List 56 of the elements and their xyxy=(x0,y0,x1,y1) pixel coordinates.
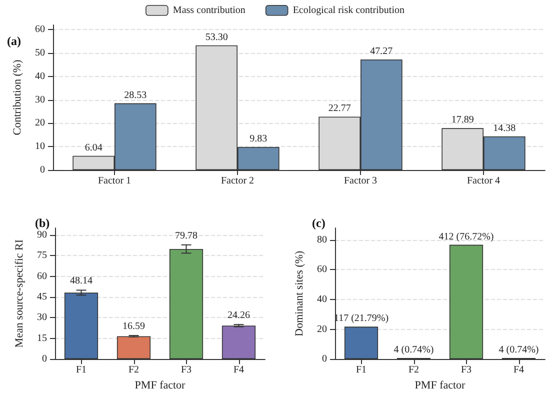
x-tick-label: Factor 4 xyxy=(466,176,500,186)
y-tick-label: 60 xyxy=(317,264,327,276)
x-tick-label: Factor 2 xyxy=(220,176,254,186)
y-tick-label: 90 xyxy=(37,229,47,240)
legend-label: Ecological risk contribution xyxy=(292,4,404,16)
y-tick-label: 20 xyxy=(317,324,327,335)
data-label: 28.53 xyxy=(124,90,147,101)
y-axis-title: Mean source-specific RI xyxy=(14,239,26,348)
y-tick-label: 0 xyxy=(42,354,47,365)
data-label: 412 (76.72%) xyxy=(438,231,494,242)
chart-title: (b) xyxy=(35,216,50,230)
x-tick-label: F1 xyxy=(76,364,87,376)
y-axis-title: Dominant sites (%) xyxy=(294,250,306,336)
data-label: 14.38 xyxy=(493,122,516,134)
data-label: 4 (0.74%) xyxy=(498,344,539,356)
y-tick-label: 40 xyxy=(35,70,45,82)
data-label: 47.27 xyxy=(370,46,393,57)
x-tick-label: F2 xyxy=(128,364,140,376)
text: (a) xyxy=(7,34,21,48)
data-label: 6.04 xyxy=(84,142,102,154)
x-tick-label: F1 xyxy=(356,364,367,376)
x-tick-label: F2 xyxy=(408,364,420,376)
y-tick-label: 60 xyxy=(35,24,45,36)
y-tick-label: 0 xyxy=(322,354,327,365)
data-label: 48.14 xyxy=(70,276,92,287)
x-tick-label: Factor 3 xyxy=(344,176,378,186)
x-tick-label: F4 xyxy=(233,364,244,376)
x-tick-label: F3 xyxy=(460,364,472,376)
y-tick-label: 40 xyxy=(317,294,327,306)
data-label: 22.77 xyxy=(328,103,351,114)
data-label: 79.78 xyxy=(175,230,198,242)
y-tick-label: 60 xyxy=(37,270,47,282)
x-tick-label: Factor 1 xyxy=(98,176,132,186)
data-label: 24.26 xyxy=(228,310,250,322)
y-tick-label: 45 xyxy=(37,292,47,302)
data-label: 4 (0.74%) xyxy=(394,344,434,356)
y-tick-label: 50 xyxy=(35,48,45,59)
y-tick-label: 30 xyxy=(37,312,47,324)
y-tick-label: 30 xyxy=(35,94,45,106)
y-tick-label: 15 xyxy=(37,332,47,344)
y-tick-label: 75 xyxy=(37,250,47,262)
y-tick-label: 10 xyxy=(35,141,45,152)
chart-title: (c) xyxy=(312,216,326,230)
data-label: 53.30 xyxy=(205,32,228,43)
data-label: 17.89 xyxy=(451,114,474,126)
data-label: 9.83 xyxy=(250,134,268,145)
data-label: 16.59 xyxy=(122,321,145,332)
x-tick-label: F3 xyxy=(180,364,192,376)
y-tick-label: 20 xyxy=(35,118,45,129)
x-axis-title: PMF factor xyxy=(134,380,186,392)
legend-label: Mass contribution xyxy=(172,4,246,16)
x-tick-label: F4 xyxy=(513,364,524,376)
y-tick-label: 0 xyxy=(40,164,45,176)
x-axis-title: PMF factor xyxy=(414,380,466,392)
y-tick-label: 80 xyxy=(317,234,327,246)
y-axis-title: Contribution (%) xyxy=(12,59,24,136)
